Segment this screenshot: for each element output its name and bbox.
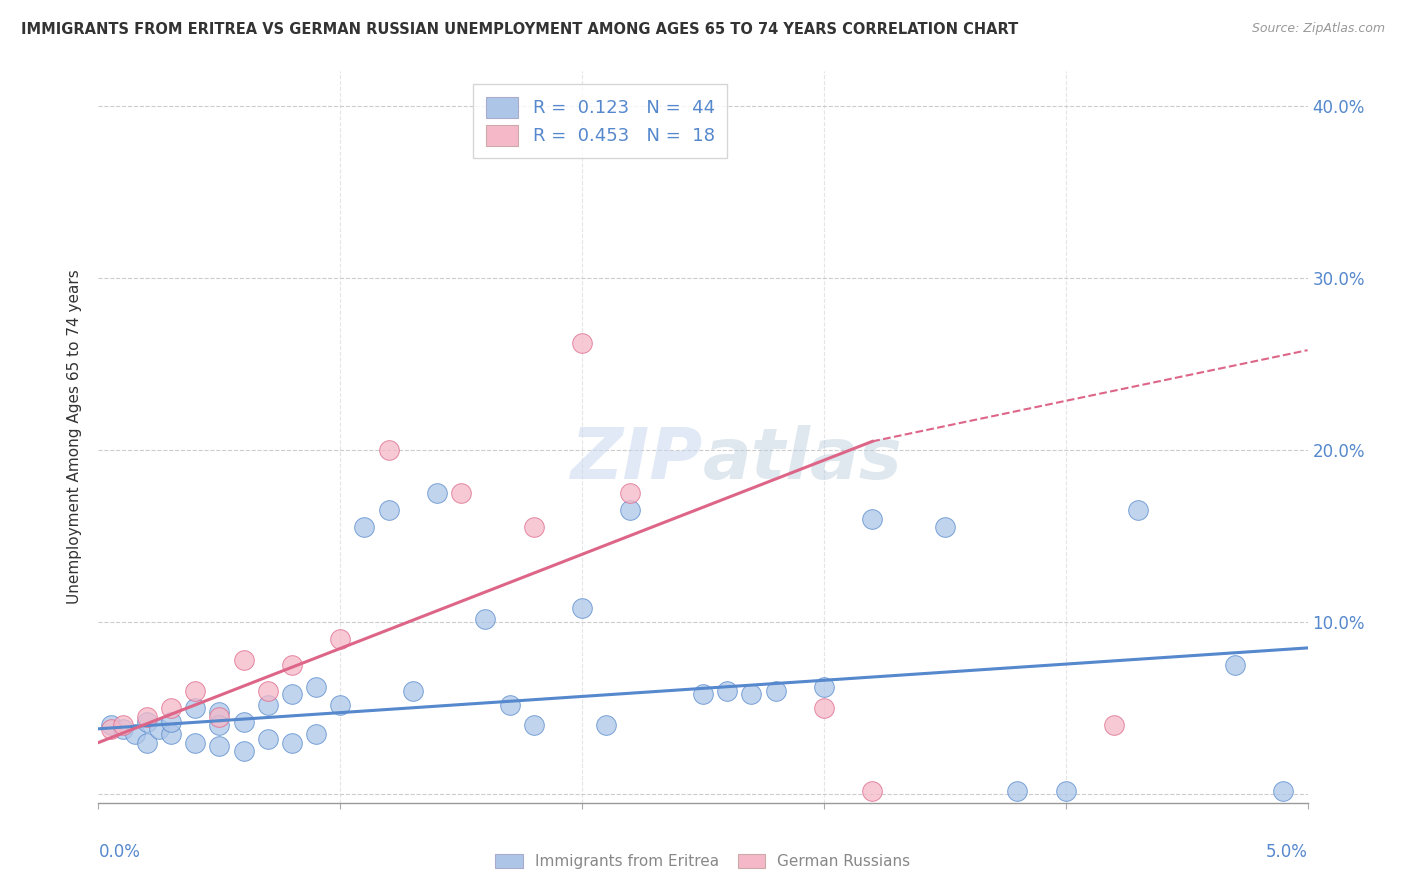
Point [135, 710, 157, 724]
Y-axis label: Unemployment Among Ages 65 to 74 years: Unemployment Among Ages 65 to 74 years [67, 269, 83, 605]
Point [100, 718, 122, 732]
Point [184, 684, 207, 698]
Point [934, 520, 956, 534]
Point [160, 727, 183, 741]
Point [160, 714, 183, 729]
Point [692, 687, 714, 701]
Point [619, 503, 641, 517]
Point [571, 336, 593, 351]
Point [281, 658, 304, 673]
Point [281, 735, 304, 749]
Point [523, 718, 546, 732]
Point [595, 718, 617, 732]
Point [208, 705, 231, 719]
Point [184, 701, 207, 715]
Text: Source: ZipAtlas.com: Source: ZipAtlas.com [1251, 22, 1385, 36]
Point [860, 512, 883, 526]
Point [765, 684, 787, 698]
Point [474, 612, 496, 626]
Point [208, 739, 231, 753]
Point [1102, 718, 1125, 732]
Point [860, 783, 883, 797]
Point [135, 714, 157, 729]
Point [256, 684, 278, 698]
Point [377, 503, 399, 517]
Point [813, 681, 835, 695]
Point [232, 744, 254, 758]
Point [208, 710, 231, 724]
Text: atlas: atlas [703, 425, 903, 493]
Point [1054, 783, 1077, 797]
Point [184, 735, 207, 749]
Point [111, 722, 134, 736]
Point [813, 701, 835, 715]
Point [135, 735, 157, 749]
Point [305, 727, 328, 741]
Point [523, 520, 546, 534]
Point [208, 718, 231, 732]
Legend: R =  0.123   N =  44, R =  0.453   N =  18: R = 0.123 N = 44, R = 0.453 N = 18 [472, 84, 727, 158]
Point [716, 684, 738, 698]
Point [450, 486, 472, 500]
Point [1272, 783, 1295, 797]
Point [100, 722, 122, 736]
Point [329, 632, 352, 647]
Text: IMMIGRANTS FROM ERITREA VS GERMAN RUSSIAN UNEMPLOYMENT AMONG AGES 65 TO 74 YEARS: IMMIGRANTS FROM ERITREA VS GERMAN RUSSIA… [21, 22, 1018, 37]
Legend: Immigrants from Eritrea, German Russians: Immigrants from Eritrea, German Russians [489, 847, 917, 875]
Point [619, 486, 641, 500]
Point [160, 701, 183, 715]
Point [305, 681, 328, 695]
Point [740, 687, 762, 701]
Point [148, 722, 170, 736]
Point [402, 684, 425, 698]
Point [1007, 783, 1029, 797]
Point [256, 698, 278, 712]
Point [329, 698, 352, 712]
Point [498, 698, 520, 712]
Point [571, 601, 593, 615]
Text: 0.0%: 0.0% [98, 843, 141, 861]
Text: 5.0%: 5.0% [1265, 843, 1308, 861]
Point [377, 442, 399, 457]
Point [256, 732, 278, 747]
Text: ZIP: ZIP [571, 425, 703, 493]
Point [353, 520, 375, 534]
Point [1128, 503, 1150, 517]
Point [111, 718, 134, 732]
Point [426, 486, 449, 500]
Point [232, 653, 254, 667]
Point [281, 687, 304, 701]
Point [1223, 658, 1246, 673]
Point [124, 727, 146, 741]
Point [232, 714, 254, 729]
